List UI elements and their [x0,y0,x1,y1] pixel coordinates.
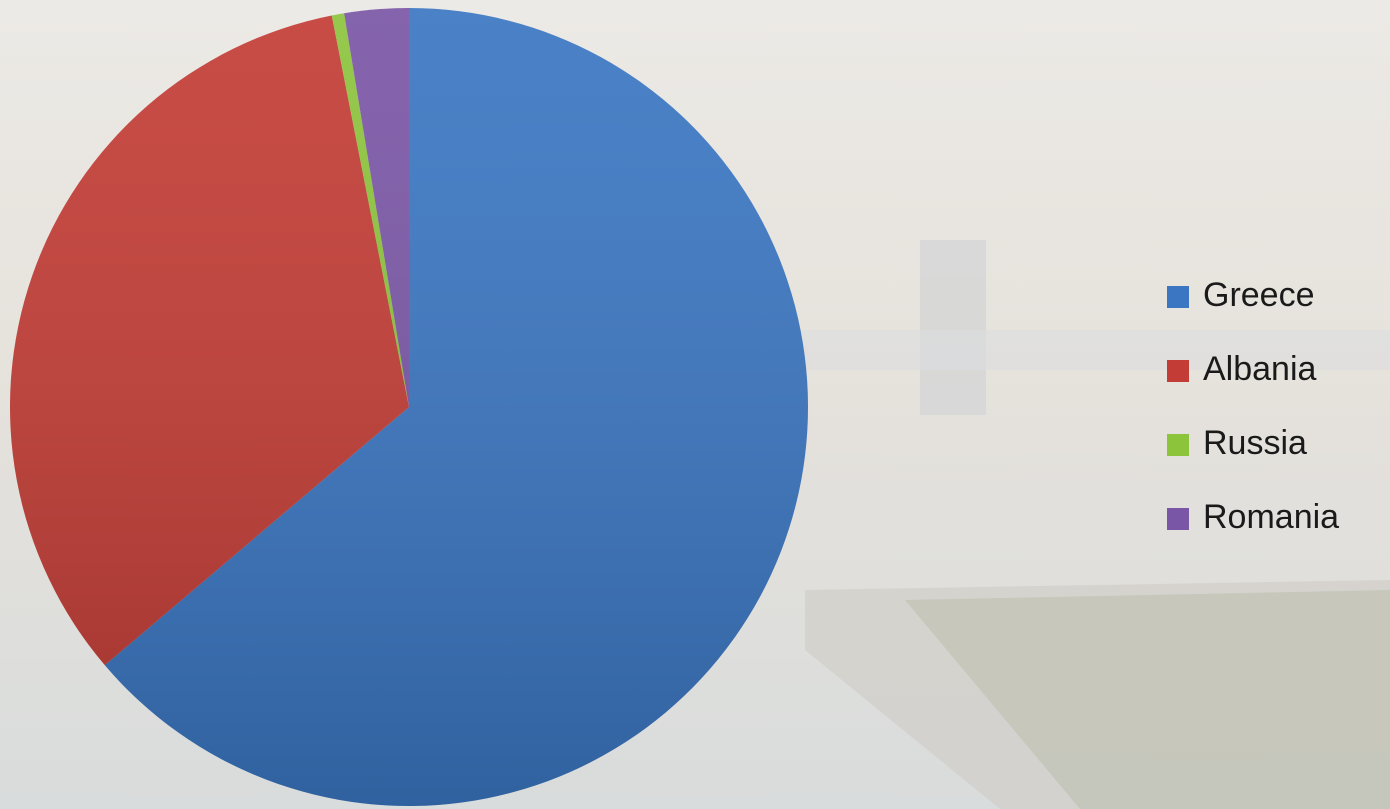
legend-label: Russia [1203,424,1307,462]
legend-label: Greece [1203,276,1315,314]
legend-label: Albania [1203,350,1317,388]
legend-swatch [1167,286,1189,308]
legend-swatch [1167,508,1189,530]
legend-swatch [1167,434,1189,456]
horizon [780,330,1390,370]
tower [920,240,986,415]
legend: Greece Albania Russia Romania [1167,276,1339,536]
pie [10,8,808,806]
legend-label: Romania [1203,498,1339,536]
legend-swatch [1167,360,1189,382]
plants [905,590,1390,809]
